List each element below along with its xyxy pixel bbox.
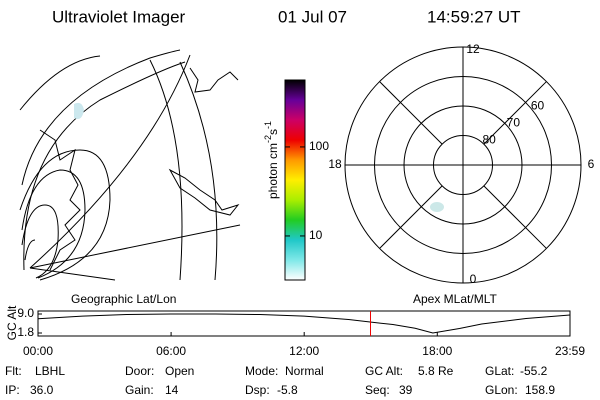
diagonal — [483, 185, 547, 249]
x-tick-label: 23:59 — [555, 344, 585, 358]
x-tick-label: 00:00 — [23, 344, 53, 358]
altitude-line — [37, 313, 571, 334]
lat-label: 60 — [531, 98, 545, 112]
left-label: Geographic Lat/Lon — [71, 292, 176, 306]
status-value: Normal — [285, 364, 324, 378]
mlt-label: 18 — [328, 157, 342, 171]
status-label: GLat: — [485, 364, 514, 378]
status-value: 158.9 — [525, 383, 555, 397]
status-value: LBHL — [35, 364, 65, 378]
colorbar: photon cm-2s-1 10 100 — [263, 79, 329, 281]
colorbar-tick-label: 10 — [309, 228, 323, 242]
colorbar-unit: s — [266, 129, 280, 135]
status-value: 14 — [165, 383, 179, 397]
title: Ultraviolet Imager — [52, 7, 186, 26]
colorbar-scale — [284, 79, 306, 281]
mlt-label: 6 — [588, 157, 595, 171]
status-label: Dsp: — [245, 383, 270, 397]
status-label: Mode: — [245, 364, 278, 378]
lat-label: 70 — [507, 115, 521, 129]
status-label: GC Alt: — [365, 364, 403, 378]
right-label: Apex MLat/MLT — [413, 292, 497, 306]
time: 14:59:27 UT — [427, 7, 521, 26]
x-tick-label: 18:00 — [422, 344, 452, 358]
x-tick-label: 06:00 — [156, 344, 186, 358]
status-footer: Flt: LBHL Door: Open Mode: Normal GC Alt: 5.8 R… — [5, 364, 555, 397]
status-label: Seq: — [365, 383, 390, 397]
y-tick-label: 9.0 — [17, 306, 34, 320]
polar-plot: 0 6 12 18 60 70 80 — [328, 42, 594, 286]
status-label: IP: — [5, 383, 20, 397]
altitude-plot: Geographic Lat/Lon Apex MLat/MLT GC Alt9.0… — [5, 292, 585, 358]
status-label: Gain: — [125, 383, 154, 397]
status-value: Open — [165, 364, 194, 378]
lat-ring — [374, 76, 552, 254]
lat-label: 80 — [482, 132, 496, 146]
diagonal — [379, 81, 443, 145]
status-value: -55.2 — [520, 364, 548, 378]
y-axis-label: GC Alt — [5, 305, 19, 340]
status-value: 36.0 — [30, 383, 54, 397]
status-label: Flt: — [5, 364, 22, 378]
diagonal — [483, 81, 547, 145]
colorbar-exponent: -2 — [263, 135, 273, 143]
colorbar-exponent: -1 — [263, 121, 273, 129]
diagonal — [379, 185, 443, 249]
colorbar-label: photon cm-2s-1 — [263, 121, 280, 199]
lat-ring — [433, 135, 493, 195]
date: 01 Jul 07 — [278, 7, 347, 26]
colorbar-unit: photon cm — [266, 143, 280, 199]
mlt-label: 0 — [470, 272, 477, 286]
status-value: 39 — [399, 383, 413, 397]
lat-ring — [403, 105, 523, 225]
x-tick-label: 12:00 — [289, 344, 319, 358]
colorbar-tick-label: 100 — [309, 139, 329, 153]
status-label: GLon: — [485, 383, 518, 397]
aurora-spot — [430, 202, 444, 212]
mlt-label: 12 — [466, 42, 480, 56]
status-value: 5.8 Re — [418, 364, 454, 378]
y-tick-label: 1.8 — [17, 325, 34, 339]
status-value: -5.8 — [277, 383, 298, 397]
geographic-map — [19, 49, 241, 281]
status-label: Door: — [125, 364, 154, 378]
